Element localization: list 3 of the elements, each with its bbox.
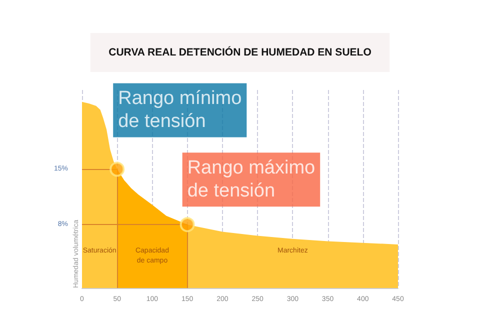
chart-title: CURVA REAL DETENCIÓN DE HUMEDAD EN SUELO xyxy=(108,46,372,58)
annotation: Rango mínimo de tensión xyxy=(118,88,242,132)
annotation: Rango máximo de tensión xyxy=(187,158,316,202)
